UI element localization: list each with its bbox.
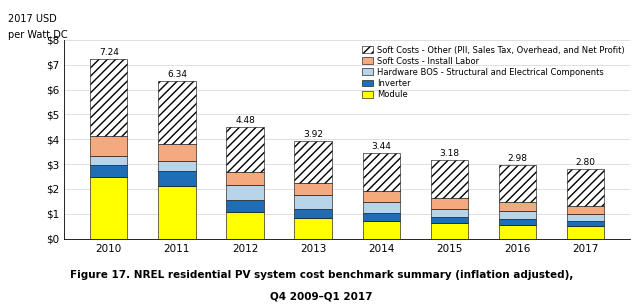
Bar (363, 221, 400, 239)
Bar (90, 156, 127, 165)
Bar (226, 172, 264, 185)
Text: 7.24: 7.24 (99, 48, 119, 57)
Text: 3.18: 3.18 (439, 149, 460, 158)
Bar (363, 213, 400, 221)
Text: 3.44: 3.44 (372, 142, 391, 151)
Bar (363, 202, 400, 213)
Legend: Soft Costs - Other (PII, Sales Tax, Overhead, and Net Profit), Soft Costs - Inst: Soft Costs - Other (PII, Sales Tax, Over… (360, 44, 626, 101)
Bar (567, 214, 604, 221)
Bar (499, 165, 536, 202)
Bar (567, 169, 604, 206)
Bar (363, 153, 400, 191)
Text: Figure 17. NREL residential PV system cost benchmark summary (inflation adjusted: Figure 17. NREL residential PV system co… (70, 271, 573, 280)
Bar (363, 191, 400, 202)
Bar (499, 225, 536, 239)
Bar (90, 165, 127, 177)
Bar (294, 195, 332, 209)
Bar (294, 218, 332, 239)
Bar (90, 136, 127, 156)
Bar (431, 217, 468, 223)
Bar (158, 161, 195, 171)
Text: per Watt DC: per Watt DC (8, 30, 68, 40)
Bar (294, 141, 332, 183)
Bar (226, 212, 264, 239)
Bar (294, 183, 332, 195)
Text: Q4 2009–Q1 2017: Q4 2009–Q1 2017 (270, 292, 373, 302)
Bar (431, 223, 468, 239)
Bar (499, 219, 536, 225)
Bar (158, 171, 195, 186)
Text: 3.92: 3.92 (303, 130, 323, 139)
Bar (158, 81, 195, 144)
Bar (226, 200, 264, 212)
Bar (567, 226, 604, 239)
Text: 4.48: 4.48 (235, 116, 255, 125)
Text: 6.34: 6.34 (167, 70, 187, 79)
Bar (158, 186, 195, 239)
Bar (90, 59, 127, 136)
Bar (567, 206, 604, 214)
Bar (431, 160, 468, 198)
Bar (499, 211, 536, 219)
Bar (499, 202, 536, 211)
Bar (567, 221, 604, 226)
Bar (431, 209, 468, 217)
Bar (226, 185, 264, 200)
Bar (294, 209, 332, 218)
Bar (226, 127, 264, 172)
Text: 2.80: 2.80 (575, 158, 595, 167)
Bar (90, 177, 127, 239)
Bar (431, 198, 468, 209)
Bar (158, 144, 195, 161)
Text: 2017 USD: 2017 USD (8, 14, 57, 24)
Text: 2.98: 2.98 (507, 154, 527, 162)
